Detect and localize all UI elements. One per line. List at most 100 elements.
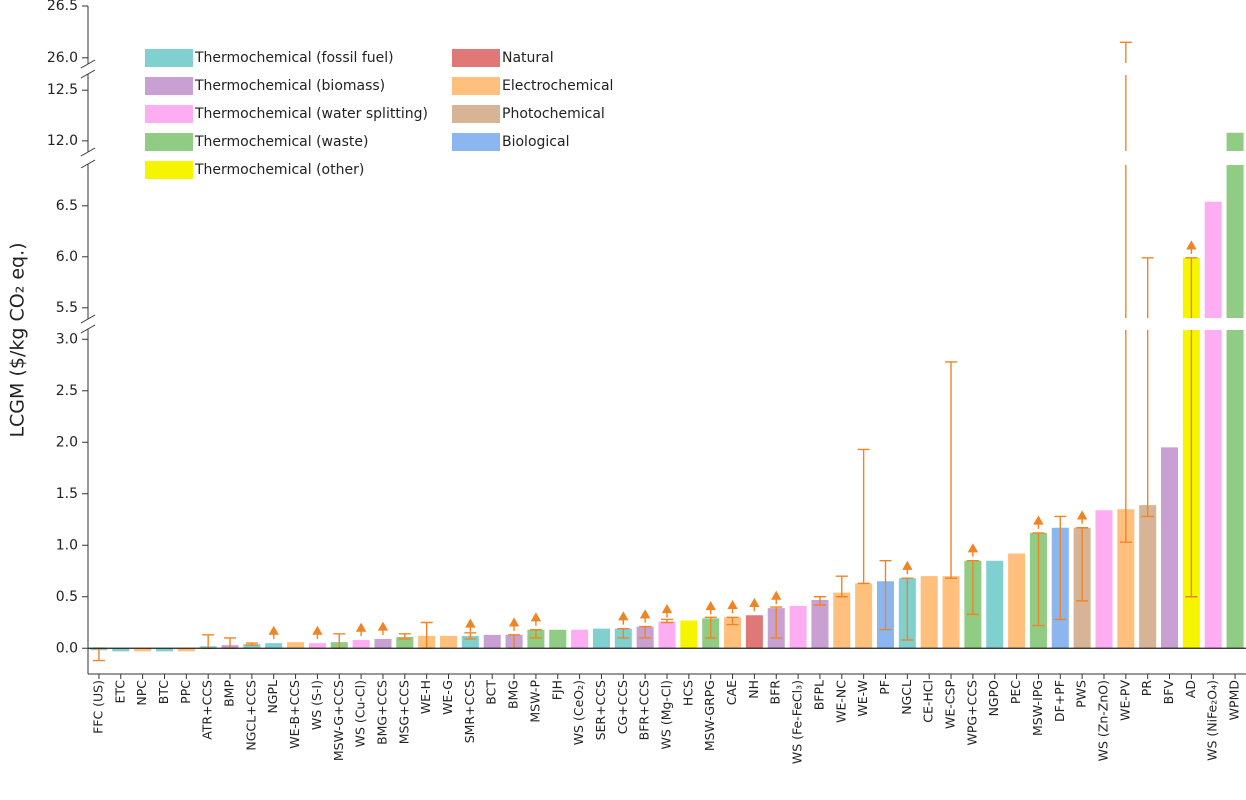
y-tick-label: 6.5 — [56, 198, 78, 214]
error-bar — [464, 632, 477, 640]
x-tick-label: BMG+CCS — [374, 680, 389, 745]
error-bar — [1185, 257, 1198, 598]
bar — [265, 643, 283, 649]
x-tick-label: NH — [746, 680, 761, 699]
axis-break — [80, 59, 96, 79]
legend-label: Natural — [502, 50, 554, 66]
bar — [1161, 447, 1179, 649]
x-tick-label: BTC — [156, 680, 171, 704]
lower-bound-arrow — [749, 597, 760, 612]
legend-label: Photochemical — [502, 106, 605, 122]
lower-bound-arrow — [465, 618, 476, 632]
lower-bound-arrow — [312, 625, 323, 640]
x-tick-label: WS (Fe-FeCl₃) — [790, 680, 805, 764]
y-tick-label: 3.0 — [56, 331, 78, 347]
y-tick-label: 1.0 — [56, 537, 78, 553]
x-tick-label: FJH — [549, 680, 564, 700]
x-tick-label: NGPL — [265, 680, 280, 714]
x-tick-label: BFV — [1161, 680, 1176, 705]
error-bar — [966, 560, 979, 615]
y-tick-label: 2.0 — [56, 434, 78, 450]
x-tick-label: NGPO — [986, 680, 1001, 717]
error-bar — [398, 633, 411, 640]
legend-label: Thermochemical (fossil fuel) — [194, 50, 394, 66]
error-bar — [529, 629, 542, 639]
x-tick-label: NPC — [134, 680, 149, 706]
lower-bound-arrow — [902, 560, 913, 575]
lower-bound-arrow — [268, 625, 279, 640]
x-tick-label: ETC — [112, 680, 127, 704]
x-tick-label: MSW-P — [527, 680, 542, 723]
legend-swatch — [145, 49, 193, 67]
legend-label: Thermochemical (other) — [194, 162, 364, 178]
x-tick-label: WPG+CCS — [964, 680, 979, 746]
bar — [134, 648, 152, 652]
lower-bound-arrow — [771, 590, 782, 605]
axis-break — [80, 314, 96, 334]
x-tick-label: MSG+CCS — [396, 680, 411, 744]
bar — [527, 629, 545, 649]
x-tick-label: WS (Mg-Cl) — [659, 680, 674, 749]
y-tick-label: 26.0 — [47, 50, 78, 66]
bar — [920, 576, 938, 649]
x-tick-label: WS (Cu-Cl) — [353, 680, 368, 747]
x-tick-label: SER+CCS — [593, 680, 608, 740]
x-tick-label: BMP — [222, 680, 237, 707]
bar — [1226, 132, 1244, 649]
bar — [352, 640, 370, 649]
legend-swatch — [452, 77, 500, 95]
bar — [155, 648, 173, 652]
error-bar — [1032, 532, 1045, 627]
bar — [658, 621, 676, 649]
bar — [592, 628, 610, 649]
lower-bound-arrow — [530, 612, 542, 626]
x-tick-label: PPC — [178, 680, 193, 704]
y-axis-label: LCGM ($/kg CO₂ eq.) — [7, 242, 29, 437]
x-tick-label: PR — [1139, 680, 1154, 697]
error-bar — [726, 616, 739, 626]
x-tick-label: FFC (US) — [90, 680, 105, 734]
legend-label: Thermochemical (water splitting) — [194, 106, 428, 122]
x-tick-label: WPMD — [1227, 680, 1242, 720]
error-bar — [770, 606, 783, 639]
y-tick-label: 0.5 — [56, 589, 78, 605]
x-tick-label: CE-HCl — [921, 680, 936, 723]
x-tick-label: BFPL — [811, 680, 826, 710]
lower-bound-arrow — [1186, 240, 1197, 254]
lower-bound-arrow — [967, 543, 979, 557]
y-tick-label: 0.0 — [56, 640, 78, 656]
legend-swatch — [145, 77, 193, 95]
lower-bound-arrow — [1033, 515, 1044, 529]
x-tick-label: CAE — [724, 680, 739, 705]
bar — [287, 642, 305, 649]
axis-break-gap — [85, 319, 91, 329]
x-tick-label: WS (NiFe₂O₄) — [1205, 680, 1220, 761]
lower-bound-arrow — [705, 600, 716, 615]
y-tick-label: 6.0 — [56, 249, 78, 265]
x-tick-label: WS (Zn-ZnO) — [1095, 680, 1110, 761]
x-tick-label: BFR — [768, 680, 783, 705]
x-tick-label: WS (S-I) — [309, 680, 324, 730]
bar — [374, 638, 392, 649]
bar — [1117, 509, 1135, 649]
x-tick-label: WS (CeO₂) — [571, 680, 586, 745]
error-bar — [1054, 515, 1067, 621]
y-tick-label: 12.0 — [47, 133, 78, 149]
legend-swatch — [452, 105, 500, 123]
axis-break — [80, 147, 96, 169]
bar — [396, 636, 414, 649]
x-tick-label: PF — [877, 680, 892, 695]
bar — [1139, 505, 1157, 649]
bar — [1095, 510, 1113, 649]
x-tick-label: WE-PV — [1117, 680, 1132, 721]
x-tick-label: MSW-IPG — [1030, 680, 1045, 736]
error-bar — [1141, 257, 1154, 518]
legend-label: Thermochemical (biomass) — [194, 78, 385, 94]
x-tick-label: SMR+CCS — [462, 680, 477, 743]
bar — [745, 615, 763, 649]
lower-bound-arrow — [727, 599, 738, 614]
legend-swatch — [452, 49, 500, 67]
axis-break-gap — [85, 64, 91, 74]
legend-swatch — [145, 105, 193, 123]
x-tick-label: ATR+CCS — [200, 680, 215, 740]
